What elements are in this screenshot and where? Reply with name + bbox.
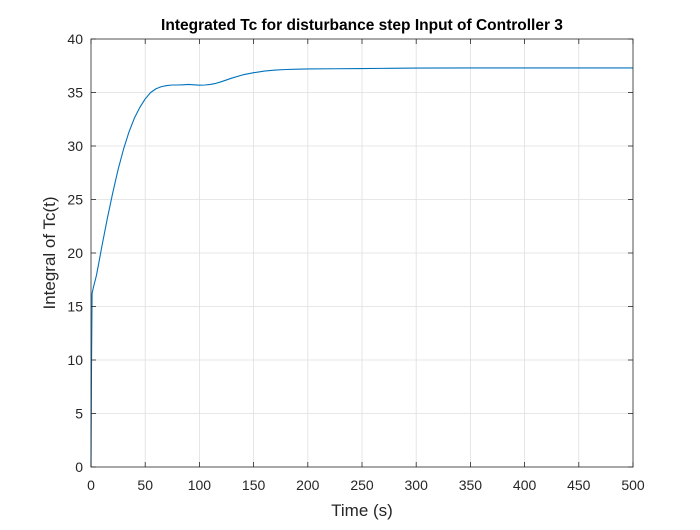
y-axis-label: Integral of Tc(t) — [40, 196, 59, 309]
y-tick-label: 35 — [67, 85, 83, 101]
x-tick-label: 400 — [513, 477, 537, 493]
x-tick-label: 50 — [137, 477, 153, 493]
x-tick-label: 300 — [405, 477, 429, 493]
grid — [91, 39, 633, 467]
y-tick-label: 20 — [67, 245, 83, 261]
tick-labels: 0 50 100 150 200 250 300 350 400 450 500 0 5 10 15 20 25… — [67, 31, 644, 493]
chart-title: Integrated Tc for disturbance step Input… — [161, 17, 563, 34]
x-tick-label: 450 — [567, 477, 591, 493]
x-axis-label: Time (s) — [331, 501, 393, 520]
x-tick-label: 250 — [350, 477, 374, 493]
y-tick-label: 25 — [67, 192, 83, 208]
x-tick-label: 500 — [621, 477, 645, 493]
y-tick-label: 15 — [67, 299, 83, 315]
y-tick-label: 10 — [67, 352, 83, 368]
x-tick-label: 200 — [296, 477, 320, 493]
ticks — [90, 38, 634, 468]
series-layer — [90, 67, 633, 468]
y-tick-label: 5 — [75, 406, 83, 422]
x-tick-label: 150 — [242, 477, 266, 493]
series-line — [90, 67, 633, 468]
x-tick-label: 100 — [188, 477, 212, 493]
y-tick-label: 30 — [67, 138, 83, 154]
y-tick-label: 0 — [75, 459, 83, 475]
x-tick-label: 0 — [87, 477, 95, 493]
y-tick-label: 40 — [67, 31, 83, 47]
x-tick-label: 350 — [459, 477, 483, 493]
